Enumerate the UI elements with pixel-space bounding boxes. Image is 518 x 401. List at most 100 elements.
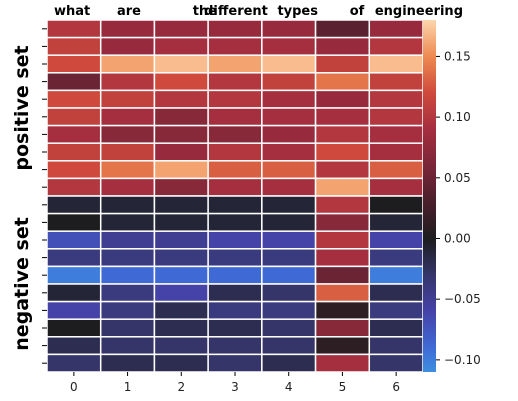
- heatmap-cell: [46, 107, 102, 127]
- x-tick-label: 2: [177, 380, 185, 394]
- heatmap-cell: [314, 265, 371, 285]
- heatmap-cell: [46, 230, 102, 250]
- heatmap-cell: [261, 300, 317, 320]
- heatmap-cell: [99, 107, 156, 127]
- heatmap-cell: [261, 89, 317, 109]
- heatmap-cell: [261, 230, 317, 250]
- heatmap-cell: [99, 54, 156, 74]
- heatmap-cell: [99, 160, 156, 180]
- x-tick-label: 6: [392, 380, 400, 394]
- heatmap-cell: [368, 142, 424, 162]
- heatmap-cell: [46, 248, 102, 268]
- heatmap-cell: [46, 318, 102, 338]
- heatmap-cell: [368, 19, 424, 39]
- colorbar-tick-label: 0.10: [444, 110, 471, 124]
- heatmap-cell: [153, 212, 209, 232]
- heatmap-cell: [314, 54, 371, 74]
- heatmap-cell: [314, 89, 371, 109]
- heatmap-cell: [314, 353, 371, 373]
- heatmap-cell: [261, 248, 317, 268]
- heatmap-cell: [46, 353, 102, 373]
- heatmap-cell: [368, 124, 424, 144]
- heatmap-cell: [153, 336, 209, 356]
- heatmap-cell: [99, 36, 156, 56]
- heatmap-cell: [153, 160, 209, 180]
- heatmap-cell: [207, 36, 263, 56]
- colorbar-tick-label: 0.00: [444, 231, 471, 245]
- heatmap-cell: [314, 336, 371, 356]
- heatmap-cell: [261, 177, 317, 197]
- heatmap-cell: [99, 353, 156, 373]
- heatmap-cell: [314, 195, 371, 215]
- heatmap-cell: [261, 336, 317, 356]
- heatmap-cell: [153, 300, 209, 320]
- heatmap-cell: [99, 212, 156, 232]
- heatmap-cell: [261, 160, 317, 180]
- heatmap-cell: [46, 160, 102, 180]
- heatmap-cell: [261, 142, 317, 162]
- heatmap-cell: [314, 318, 371, 338]
- colorbar-tick-label: −0.10: [444, 353, 481, 367]
- heatmap-cell: [207, 89, 263, 109]
- heatmap-cell: [46, 72, 102, 92]
- heatmap-cell: [368, 177, 424, 197]
- heatmap-cell: [261, 124, 317, 144]
- top-token-label: are: [117, 4, 141, 19]
- heatmap-cell: [368, 107, 424, 127]
- heatmap-cell: [153, 19, 209, 39]
- heatmap-cell: [46, 177, 102, 197]
- x-axis-ticks: 0 1 2 3 4 5 6: [70, 372, 400, 394]
- heatmap-cell: [153, 318, 209, 338]
- heatmap-cell: [261, 36, 317, 56]
- top-token-label: different: [204, 4, 268, 19]
- heatmap-cell: [261, 19, 317, 39]
- heatmap-cell: [99, 318, 156, 338]
- group-label: negative set: [11, 217, 33, 351]
- heatmap-cell: [314, 177, 371, 197]
- heatmap-cell: [207, 300, 263, 320]
- heatmap-cell: [314, 248, 371, 268]
- heatmap-cell: [368, 195, 424, 215]
- heatmap-cell: [261, 318, 317, 338]
- heatmap-cell: [314, 283, 371, 303]
- heatmap-cell: [314, 36, 371, 56]
- heatmap-cell: [368, 54, 424, 74]
- heatmap-cell: [99, 72, 156, 92]
- heatmap-cell: [153, 353, 209, 373]
- heatmap-cell: [207, 19, 263, 39]
- top-token-label: types: [277, 4, 318, 19]
- heatmap-cell: [99, 283, 156, 303]
- heatmap-cell: [153, 177, 209, 197]
- heatmap-cell: [99, 19, 156, 39]
- heatmap-cell: [207, 142, 263, 162]
- heatmap-cell: [153, 142, 209, 162]
- heatmap-cell: [314, 19, 371, 39]
- x-tick-label: 5: [339, 380, 347, 394]
- heatmap-cell: [368, 160, 424, 180]
- heatmap-cell: [261, 283, 317, 303]
- heatmap-cell: [314, 212, 371, 232]
- heatmap-cell: [261, 54, 317, 74]
- heatmap-cell: [46, 142, 102, 162]
- heatmap-cell: [99, 336, 156, 356]
- x-tick-label: 3: [231, 380, 239, 394]
- colorbar: −0.10 −0.05 0.00 0.05 0.10 0.15: [423, 20, 481, 372]
- colorbar-gradient: [423, 20, 436, 372]
- heatmap-cell: [207, 160, 263, 180]
- top-token-label: the: [193, 4, 217, 19]
- heatmap-cell: [261, 195, 317, 215]
- heatmap-cell: [46, 124, 102, 144]
- colorbar-tick-label: 0.15: [444, 49, 471, 63]
- heatmap-cell: [99, 265, 156, 285]
- heatmap-cell: [207, 283, 263, 303]
- heatmap-cell: [46, 300, 102, 320]
- heatmap-cell: [46, 195, 102, 215]
- heatmap-cell: [99, 177, 156, 197]
- heatmap-cell: [153, 89, 209, 109]
- heatmap-cell: [207, 212, 263, 232]
- top-token-label: of: [350, 4, 365, 19]
- heatmap-cell: [261, 107, 317, 127]
- heatmap-cell: [207, 265, 263, 285]
- heatmap-cell: [368, 283, 424, 303]
- heatmap-cell: [46, 336, 102, 356]
